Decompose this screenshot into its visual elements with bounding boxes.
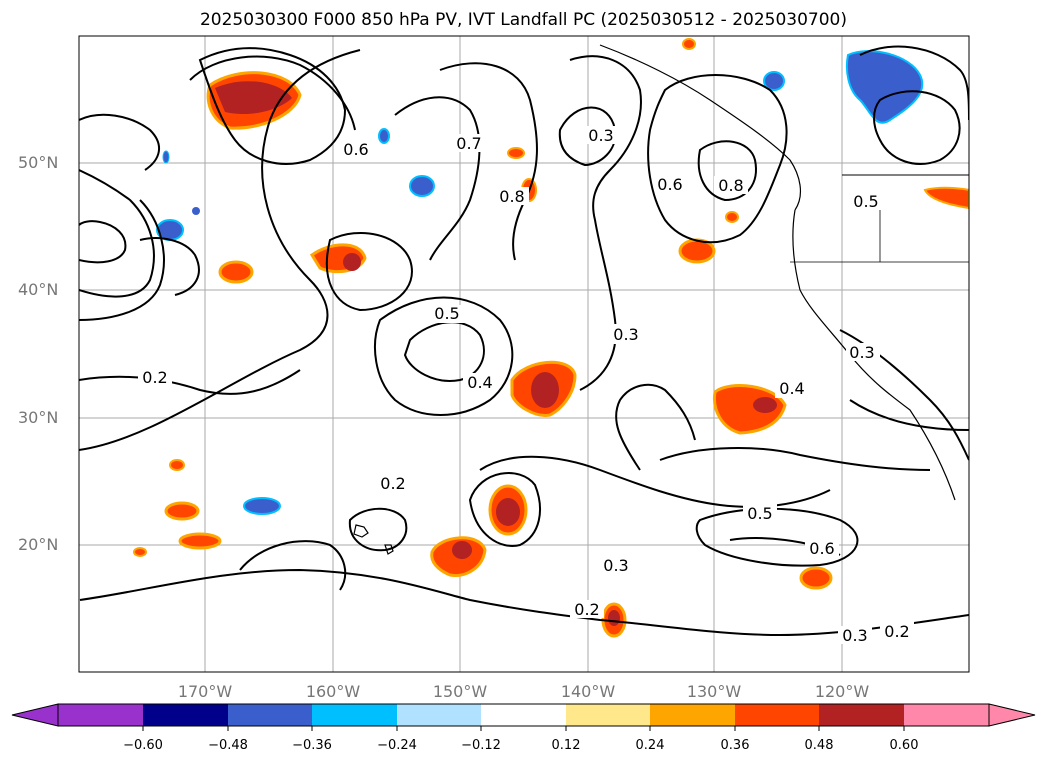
pv-positive-fills — [133, 38, 969, 638]
map-title: 2025030300 F000 850 hPa PV, IVT Landfall… — [199, 10, 847, 30]
pv-negative-fills — [156, 50, 924, 515]
contour-label: 0.3 — [842, 626, 867, 645]
contour-label: 0.6 — [343, 140, 368, 159]
contour-label: 0.6 — [809, 539, 834, 558]
lon-label-140w: 140°W — [560, 682, 616, 701]
contour-label: 0.8 — [718, 176, 743, 195]
colorbar-tick: 0.48 — [804, 738, 834, 753]
colorbar — [11, 703, 1036, 731]
contour-label: 0.6 — [657, 175, 682, 194]
colorbar-tick: −0.12 — [461, 738, 501, 753]
contour-label: 0.5 — [434, 304, 459, 323]
contour-label: 0.3 — [613, 325, 638, 344]
colorbar-tick: −0.24 — [377, 738, 417, 753]
colorbar-extend-low — [11, 703, 59, 727]
contour-label: 0.8 — [499, 187, 524, 206]
colorbar-tick: 0.36 — [720, 738, 750, 753]
lat-label-20n: 20°N — [18, 535, 59, 554]
contour-label: 0.3 — [603, 556, 628, 575]
colorbar-tick: 0.12 — [551, 738, 581, 753]
lon-label-170w: 170°W — [177, 682, 233, 701]
contour-labels: 0.2 0.2 0.2 0.2 0.3 0.3 0.3 0.3 0.4 0.4 … — [138, 126, 914, 645]
colorbar-tick: −0.60 — [123, 738, 163, 753]
contour-label: 0.3 — [588, 126, 613, 145]
lon-label-160w: 160°W — [305, 682, 361, 701]
contour-label: 0.2 — [884, 622, 909, 641]
contour-label: 0.2 — [380, 474, 405, 493]
contour-label: 0.7 — [456, 134, 481, 153]
lon-label-130w: 130°W — [686, 682, 742, 701]
lon-label-120w: 120°W — [814, 682, 870, 701]
lat-label-50n: 50°N — [18, 153, 59, 172]
contour-label: 0.5 — [853, 192, 878, 211]
lon-label-150w: 150°W — [432, 682, 488, 701]
contour-label: 0.4 — [779, 379, 804, 398]
contour-label: 0.2 — [574, 600, 599, 619]
contour-label: 0.5 — [747, 504, 772, 523]
contour-label: 0.2 — [142, 368, 167, 387]
colorbar-tick: −0.48 — [208, 738, 248, 753]
lat-label-40n: 40°N — [18, 280, 59, 299]
contour-label: 0.3 — [849, 343, 874, 362]
map-frame — [78, 35, 970, 673]
lat-label-30n: 30°N — [18, 408, 59, 427]
colorbar-tick: 0.24 — [635, 738, 665, 753]
colorbar-tick: −0.36 — [292, 738, 332, 753]
colorbar-extend-high — [988, 703, 1036, 727]
contour-label: 0.4 — [467, 373, 492, 392]
colorbar-tick: 0.60 — [889, 738, 919, 753]
